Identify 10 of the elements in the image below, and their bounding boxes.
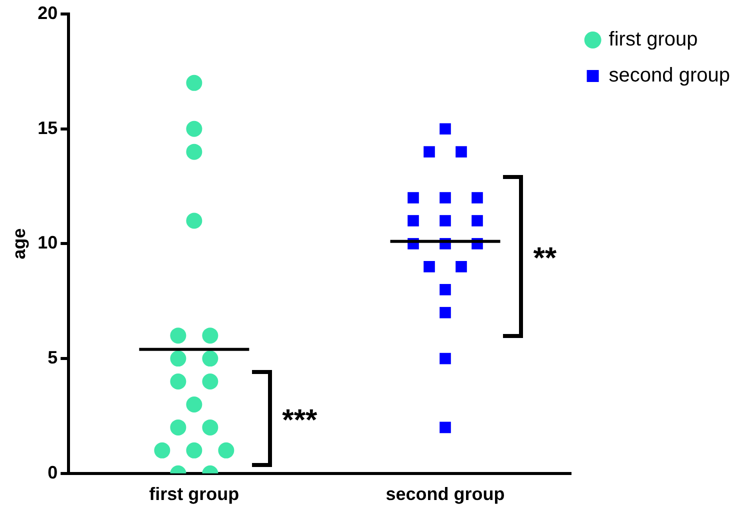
legend-label: second group <box>608 64 730 87</box>
legend-label: first group <box>608 28 698 51</box>
y-tick-label: 10 <box>38 232 58 253</box>
annotation: ** <box>533 242 557 276</box>
y-tick-label: 20 <box>38 2 58 23</box>
y-axis-title: age <box>8 228 29 260</box>
y-tick-label: 15 <box>38 118 58 138</box>
y-tick-label: 0 <box>48 462 58 482</box>
y-tick-label: 5 <box>48 348 58 368</box>
annotation: *** <box>282 404 318 438</box>
